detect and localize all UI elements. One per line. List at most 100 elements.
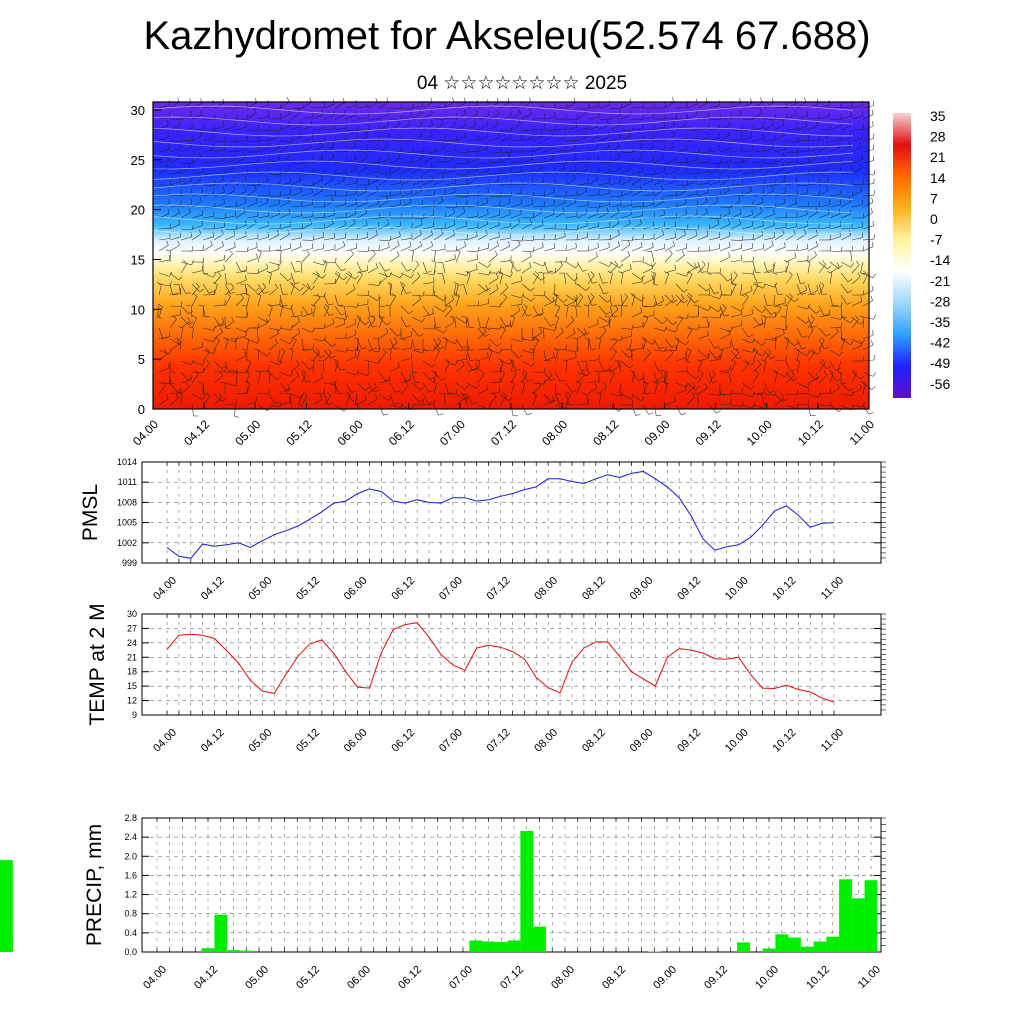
x-tick-label: 05.00 — [246, 575, 274, 603]
x-tick-label: 04.00 — [151, 575, 179, 603]
x-tick-label: 11.00 — [847, 417, 878, 448]
y-tick-label: 1014 — [117, 457, 137, 467]
main-title: Kazhydromet for Akseleu(52.574 67.688) — [143, 14, 871, 58]
y-tick-label: 0.0 — [124, 947, 137, 957]
precip-bar — [227, 950, 240, 952]
x-tick-label: 10.00 — [753, 964, 781, 992]
precip-bar — [469, 940, 483, 952]
colorbar-label: 21 — [930, 149, 946, 165]
y-tick-label: 2.4 — [124, 832, 137, 842]
x-tick-label: 08.00 — [532, 727, 560, 755]
precip-bar — [201, 948, 215, 952]
precip-bar — [482, 941, 495, 952]
x-tick-label: 09.00 — [651, 964, 679, 992]
y-tick-label: 1.2 — [124, 890, 137, 900]
x-tick-label: 08.00 — [549, 964, 577, 992]
precip-bar — [864, 880, 878, 952]
precip-panel-frame — [141, 817, 882, 953]
y-tick-label: 27 — [127, 623, 137, 633]
x-tick-label: 07.00 — [437, 575, 465, 603]
colorbar-label: 14 — [930, 170, 946, 186]
x-tick-label: 07.00 — [447, 964, 475, 992]
x-tick-label: 04.12 — [199, 575, 227, 603]
x-tick-label: 05.00 — [243, 964, 271, 992]
x-tick-label: 10.12 — [771, 575, 799, 603]
colorbar-label: -42 — [930, 335, 950, 351]
y-tick-label: 0 — [138, 402, 145, 417]
x-tick-label: 07.12 — [488, 417, 519, 448]
temp-panel-ylabel: TEMP at 2 M — [86, 603, 109, 725]
x-tick-label: 04.00 — [130, 417, 161, 448]
x-tick-label: 06.00 — [342, 575, 370, 603]
y-tick-label: 24 — [127, 638, 137, 648]
precip-bar — [788, 937, 801, 952]
x-tick-label: 05.12 — [294, 575, 322, 603]
x-tick-label: 09.12 — [675, 727, 703, 755]
x-tick-label: 07.12 — [498, 964, 526, 992]
x-tick-label: 05.00 — [246, 727, 274, 755]
y-tick-label: 1.6 — [124, 870, 137, 880]
temp-panel: 9 12 15 18 21 24 27 30 04.00 04.12 05.00 05.12 06.00… — [86, 603, 886, 755]
x-tick-label: 11.00 — [819, 727, 846, 754]
x-tick-label: 07.12 — [485, 575, 513, 603]
precip-bar — [826, 936, 840, 952]
y-tick-label: 9 — [132, 710, 137, 720]
y-tick-label: 1008 — [117, 497, 137, 507]
colorbar-label: -56 — [930, 376, 950, 392]
colorbar-label: -14 — [930, 252, 950, 268]
precip-bar — [762, 948, 776, 952]
precip-bar — [494, 942, 508, 952]
x-tick-label: 06.00 — [335, 417, 366, 448]
x-tick-label: 10.12 — [795, 417, 826, 448]
y-tick-label: 12 — [127, 696, 137, 706]
isotherm-lines — [152, 105, 854, 236]
y-tick-label: 1011 — [118, 477, 137, 487]
precip-bar — [737, 942, 750, 952]
pmsl-panel-ylabel: PMSL — [79, 484, 102, 541]
x-tick-label: 07.00 — [437, 417, 468, 448]
precip-bar — [0, 935, 13, 952]
precip-bar — [214, 914, 228, 952]
y-tick-label: 20 — [131, 203, 145, 218]
x-tick-label: 07.00 — [437, 727, 465, 755]
x-tick-label: 09.00 — [641, 417, 672, 448]
x-tick-label: 08.12 — [580, 575, 608, 603]
x-tick-label: 04.00 — [141, 964, 169, 992]
y-tick-label: 0.8 — [124, 909, 137, 919]
y-tick-label: 21 — [127, 652, 137, 662]
y-tick-label: 2.8 — [124, 813, 137, 823]
x-tick-label: 08.12 — [580, 727, 608, 755]
x-tick-label: 09.00 — [628, 727, 656, 755]
x-tick-label: 04.12 — [181, 417, 212, 448]
colorbar-label: 0 — [930, 211, 938, 227]
x-tick-label: 09.12 — [675, 575, 703, 603]
colorbar-label: -35 — [930, 314, 950, 330]
precip-bar — [851, 898, 865, 952]
y-tick-label: 18 — [127, 667, 137, 677]
x-tick-label: 08.12 — [600, 964, 628, 992]
x-tick-label: 09.00 — [628, 575, 656, 603]
precip-panel-ylabel: PRECIP, mm — [83, 824, 106, 946]
colorbar-label: -7 — [930, 232, 943, 248]
x-tick-label: 04.12 — [199, 727, 227, 755]
x-tick-label: 10.12 — [804, 964, 832, 992]
colorbar-label: 35 — [930, 108, 946, 124]
precip-bar — [0, 860, 13, 952]
y-tick-label: 999 — [122, 558, 137, 568]
precip-bar — [520, 830, 534, 952]
x-tick-label: 06.00 — [342, 727, 370, 755]
precip-bar — [775, 934, 789, 952]
x-tick-label: 05.12 — [294, 727, 322, 755]
y-tick-label: 1002 — [117, 538, 137, 548]
y-tick-label: 5 — [138, 352, 145, 367]
x-tick-label: 05.00 — [232, 417, 263, 448]
y-tick-label: 15 — [127, 681, 137, 691]
x-tick-label: 06.00 — [345, 964, 373, 992]
x-tick-label: 07.12 — [485, 727, 513, 755]
y-tick-label: 0.4 — [124, 928, 137, 938]
cross-section-panel: 0 5 10 15 20 25 30 04.00 04.12 05.00 05.12 06.00 06.… — [130, 97, 877, 448]
colorbar-ramp — [893, 113, 911, 398]
y-tick-label: 30 — [127, 609, 137, 619]
x-tick-label: 08.00 — [539, 417, 570, 448]
